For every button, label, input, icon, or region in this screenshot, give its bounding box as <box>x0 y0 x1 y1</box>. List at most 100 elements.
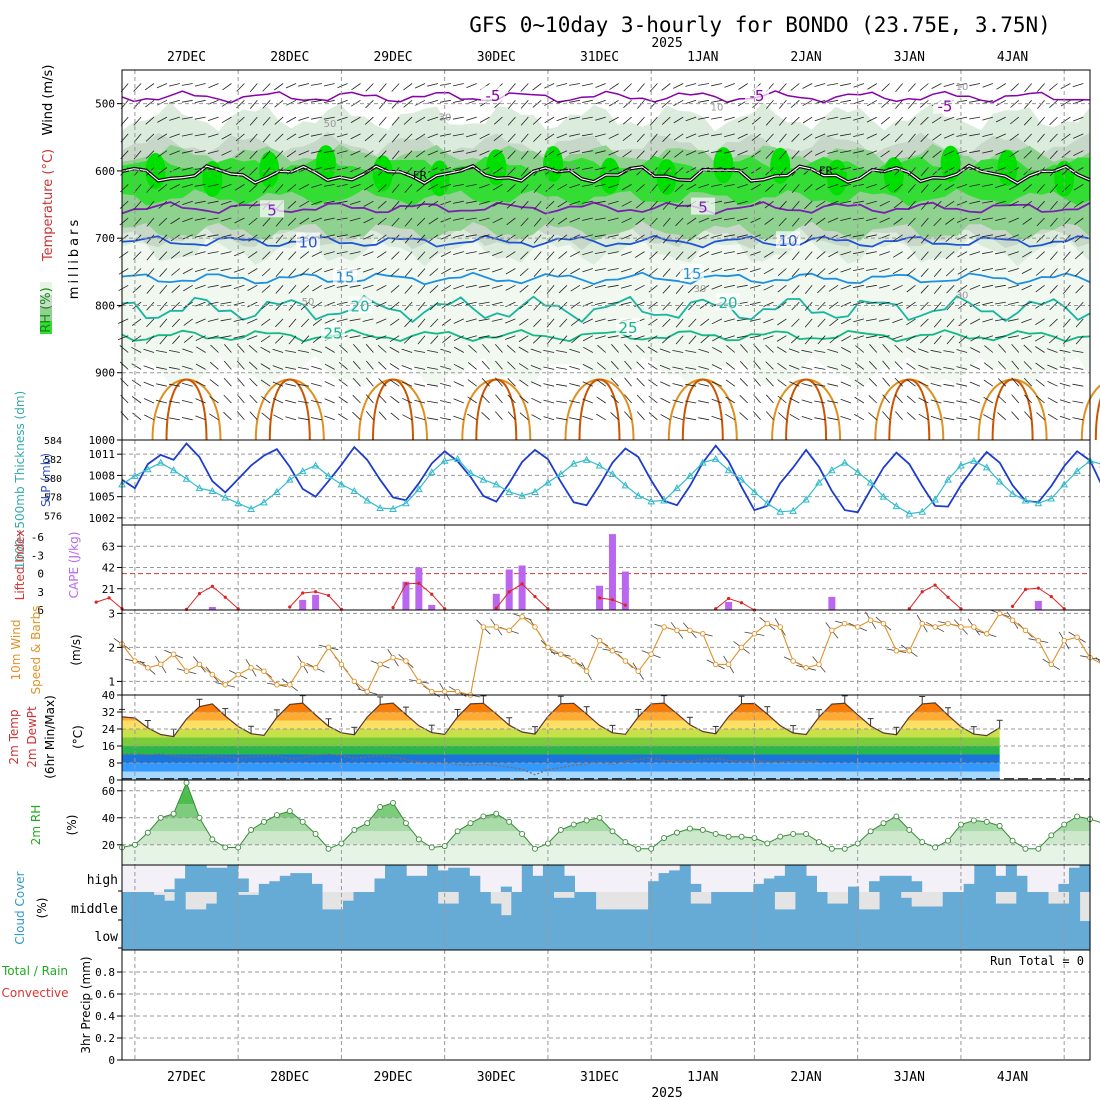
wind-barb <box>236 360 245 370</box>
wind-barb <box>698 383 710 387</box>
rh-point <box>325 845 332 852</box>
wind-barb <box>594 200 606 204</box>
wind-barb <box>1074 217 1084 225</box>
wind-barb <box>957 234 968 241</box>
cloud-level-label: high <box>87 873 118 888</box>
wind-barb <box>519 268 529 277</box>
rh-tick-label: 60 <box>102 785 115 798</box>
cloud-cover-bar <box>953 921 965 950</box>
upper-ylabel-wind: Wind (m/s) <box>41 65 56 136</box>
rh-contour-label: 10 <box>711 102 724 113</box>
wind-barb <box>208 83 219 89</box>
wind-barb <box>429 285 439 294</box>
wind-barb <box>146 200 155 210</box>
wind-barb <box>840 318 852 325</box>
wind-barb <box>943 383 955 387</box>
wind-barb <box>520 116 529 126</box>
thickness-marker <box>415 485 423 493</box>
wind-barb <box>378 116 387 126</box>
wind10m-speed-point <box>441 688 448 695</box>
wind-barb <box>933 234 942 244</box>
wind-barb <box>391 150 400 160</box>
wind-barb <box>169 83 180 87</box>
wind-barb <box>662 150 671 159</box>
lifted-index-point <box>391 605 395 610</box>
wind-barb <box>969 99 981 103</box>
wind10m-speed-point <box>609 648 616 654</box>
wind-barb <box>943 367 955 370</box>
cloud-cover-bar <box>153 921 165 950</box>
wind-barb <box>1008 234 1019 240</box>
top-date-label: 27DEC <box>167 50 206 65</box>
wind-barb <box>738 83 748 90</box>
wind-barb <box>430 318 439 328</box>
wind10m-speed-point <box>1061 637 1067 644</box>
cloud-cover-bar <box>374 892 386 921</box>
wind-barb <box>672 383 684 387</box>
cape-bar <box>621 571 629 610</box>
wind-barb <box>337 116 348 121</box>
wind-barb <box>569 348 581 353</box>
wind-barb <box>997 395 1007 404</box>
wind-barb <box>181 150 193 154</box>
wind-barb <box>169 150 180 156</box>
wind-barb <box>764 217 774 225</box>
wind-barb <box>194 234 206 238</box>
rh-point <box>970 817 977 824</box>
cloud-cover-bar <box>511 921 523 950</box>
wind10m-speed-point <box>196 661 203 668</box>
cloud-cover-bar <box>216 892 228 921</box>
wind-barb <box>414 366 426 370</box>
wind-barb <box>647 346 658 353</box>
rh-point <box>661 835 668 841</box>
wind-barb <box>442 335 452 344</box>
wind-barb <box>594 318 606 323</box>
wind-barb <box>569 417 580 421</box>
wind-barb <box>725 362 736 370</box>
wind-barb <box>507 150 516 159</box>
wind-barb <box>221 99 232 107</box>
wind-barb <box>841 335 852 342</box>
cloud-cover-bar <box>374 921 386 950</box>
wind-barb <box>286 116 297 123</box>
cloud-cover-bar <box>1016 892 1028 921</box>
wind-barb <box>520 167 529 177</box>
cloud-cover-bar <box>974 921 986 950</box>
wind-barb <box>943 83 955 87</box>
cloud-cover-bar <box>721 921 733 950</box>
cloud-cover-bar <box>848 886 860 892</box>
wind-barb <box>943 350 955 353</box>
wind-barb <box>608 116 619 123</box>
warm-isotherm-loop <box>578 378 621 441</box>
wind-barb <box>685 150 697 156</box>
wind-barb <box>685 383 697 387</box>
wind-barb <box>791 133 800 142</box>
upper-ylabel-mb: millibars <box>67 217 82 299</box>
wind-barb <box>414 350 426 353</box>
rh-point <box>183 779 190 786</box>
wind-barb <box>827 383 839 387</box>
wind-barb <box>249 378 258 387</box>
wind-barb <box>159 285 168 294</box>
wind-barb <box>906 395 916 404</box>
wind-barb <box>621 234 632 240</box>
wind-barb <box>533 251 542 261</box>
wind-barb <box>969 364 981 370</box>
wind-barb <box>181 99 193 103</box>
isotherm-line <box>121 271 1091 286</box>
wind10m-speed-point <box>429 688 435 695</box>
wind-barb <box>827 116 839 120</box>
wind-barb <box>453 301 464 307</box>
wind-barb <box>492 200 503 207</box>
wind-barb <box>118 318 129 324</box>
wind10m-speed-point <box>803 665 809 671</box>
wind-barb <box>391 184 400 193</box>
slp-ylabel-thickness: 1000~500mb Thickness (dm) <box>13 391 27 569</box>
thickness-marker <box>479 475 488 483</box>
wind-barb <box>427 99 439 104</box>
top-date-label: 31DEC <box>580 50 619 65</box>
wind-barb <box>569 83 580 86</box>
wind-barb <box>814 83 826 87</box>
thickness-tick-label: 578 <box>44 493 62 504</box>
